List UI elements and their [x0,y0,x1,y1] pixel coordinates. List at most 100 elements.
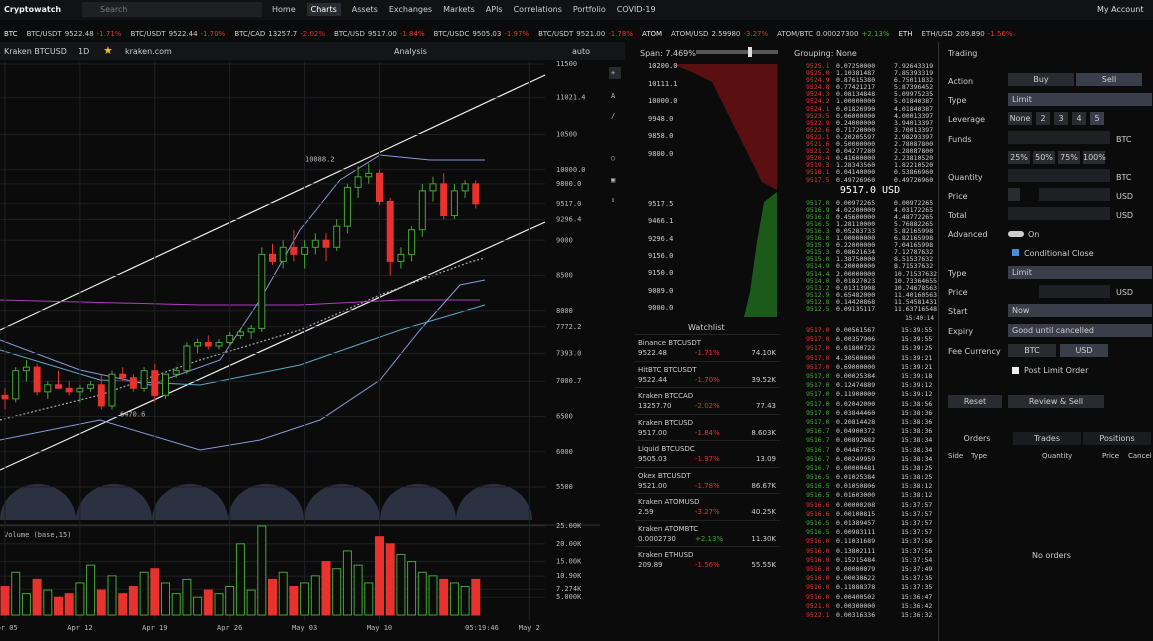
toggle[interactable] [1008,231,1024,237]
grouping[interactable]: Grouping: None [794,49,857,58]
trade-row: 9517.0 0.00025384 15:39:18 [806,372,934,381]
button[interactable]: BTC [1008,344,1056,357]
ticker-price: 2.59980 [711,30,741,38]
button[interactable]: Reset [948,395,1002,408]
bid-row: 9517.0 0.00972265 0.00972265 [806,198,934,207]
ask-row: 9525.1 0.07250000 7.92643319 [806,62,934,70]
nav-link[interactable]: Portfolio [572,5,606,14]
y-tick-label: 9000 [556,236,573,244]
input[interactable] [1039,188,1110,201]
label: BTC [1116,135,1132,144]
watch-row[interactable]: Kraken BTCCAD 13257.70 -2.02% 77.43 [635,387,780,414]
bid-row: 9512.9 0.65482000 11.40160563 [806,291,937,299]
ticker-item[interactable]: BTC/USDT 9521.00 -1.78% [538,30,633,38]
ticker-item[interactable]: ATOM [642,30,662,38]
row-price: 9518.1 [806,168,830,177]
ticker-item[interactable]: BTC [4,30,18,38]
star-icon[interactable]: ★ [103,44,113,57]
button[interactable]: None [1008,112,1032,125]
watch-row[interactable]: Okex BTCUSDT 9521.00 -1.78% 86.67K [635,466,780,494]
y-tick-label: 11500 [556,60,577,68]
ticker-item[interactable]: BTC/USDT 9522.48 -1.71% [27,30,122,38]
watch-row[interactable]: Binance BTCUSDT 9522.48 -1.71% 74.10K [635,334,780,361]
watch-row[interactable]: Liquid BTCUSDC 9505.03 -1.97% 13.09 [635,440,780,467]
button[interactable]: 4 [1072,112,1086,125]
row-total: 15:37:57 [901,500,933,509]
nav-link[interactable]: Exchanges [388,5,433,14]
volume-bar [257,525,267,616]
source[interactable]: kraken.com [125,47,172,56]
button[interactable]: 100% [1083,151,1106,164]
button[interactable]: 5 [1090,112,1104,125]
button[interactable]: Now [1008,304,1152,317]
scale-mode[interactable]: auto [572,47,591,56]
button[interactable]: Price [1008,188,1020,201]
ticker-item[interactable]: BTC/USDC 9505.03 -1.97% [434,30,529,38]
button[interactable]: 25% [1008,151,1030,164]
button[interactable]: 2 [1036,112,1050,125]
input[interactable] [1008,131,1110,144]
button[interactable]: Review & Sell [1008,395,1104,408]
input[interactable] [1039,285,1110,298]
nav-link[interactable]: Correlations [513,5,562,14]
ticker-item[interactable]: BTC/USDT 9522.44 -1.70% [130,30,225,38]
trade-row: 9517.0 0.00357906 15:39:55 [806,335,934,344]
nav-link[interactable]: Home [272,5,296,14]
ticker-item[interactable]: ETH [899,30,913,38]
ticker-price: 9522.44 [168,30,198,38]
depth-tick: 9150.0 [648,269,674,277]
candle-body [55,384,62,389]
watch-row[interactable]: Kraken ETHUSD 209.89 -1.56% 55.55K [635,546,780,573]
button[interactable]: 75% [1058,151,1080,164]
checkbox[interactable] [1012,367,1019,374]
watch-row[interactable]: Kraken ATOMUSD 2.59 -3.27% 40.25K [635,493,780,520]
watch-market: Binance BTCUSDT [638,339,702,347]
button[interactable]: Sell [1076,73,1142,86]
button[interactable]: Positions [1083,432,1151,445]
watch-row[interactable]: Kraken BTCUSD 9517.00 -1.84% 8.603K [635,413,780,441]
interval[interactable]: 1D [78,47,90,56]
button[interactable]: 50% [1033,151,1055,164]
row-price: 9522.1 [806,132,830,141]
nav-link[interactable]: APIs [485,5,503,14]
button[interactable]: Orders [943,432,1011,445]
button[interactable]: 3 [1054,112,1068,125]
nav-link[interactable]: Assets [351,5,378,14]
ticker-item[interactable]: BTC/CAD 13257.7 -2.02% [234,30,325,38]
nav-link[interactable]: COVID-19 [616,5,656,14]
input[interactable] [1008,207,1110,220]
ticker-group: BTC [4,30,18,38]
watch-row[interactable]: Kraken ATOMBTC 0.0002730 +2.13% 11.30K [635,519,780,547]
button[interactable]: Limit [1008,93,1152,106]
search-box[interactable] [82,2,262,17]
account[interactable]: My Account [1097,5,1144,14]
row-total: 15:38:12 [901,491,933,500]
button[interactable]: Buy [1008,73,1074,86]
row-price: 9516.3 [806,226,830,235]
cloud-shapes [0,484,532,520]
analysis[interactable]: Analysis [394,47,427,56]
button[interactable]: Trades [1013,432,1081,445]
market-name[interactable]: Kraken BTCUSD [4,47,67,56]
volume-bar [96,589,106,616]
nav-link[interactable]: Charts [306,3,341,16]
watch-row[interactable]: HitBTC BTCUSDT 9522.44 -1.70% 39.52K [635,360,780,388]
input[interactable] [1008,169,1110,182]
label: Advanced [948,230,988,239]
span-handle[interactable] [748,47,752,57]
ticker-item[interactable]: ATOM/USD 2.59980 -3.27% [671,30,768,38]
span-slider[interactable] [696,50,778,54]
row-price: 9516.0 [806,546,830,555]
brand[interactable]: Cryptowatch [4,5,62,14]
button[interactable]: Limit [1008,266,1152,279]
row-amount: 0.00025384 [836,372,876,381]
ticker-item[interactable]: ATOM/BTC 0.00027300 +2.13% [777,30,889,38]
row-amount: 0.00972265 [836,198,876,207]
checkbox[interactable] [1012,249,1019,256]
button[interactable]: Good until cancelled [1008,324,1152,337]
button[interactable]: USD [1060,344,1108,357]
ticker-item[interactable]: ETH/USD 209.890 -1.56% [922,30,1013,38]
row-amount: 0.00316336 [836,610,876,619]
nav-link[interactable]: Markets [443,5,475,14]
ticker-item[interactable]: BTC/USD 9517.00 -1.84% [334,30,425,38]
